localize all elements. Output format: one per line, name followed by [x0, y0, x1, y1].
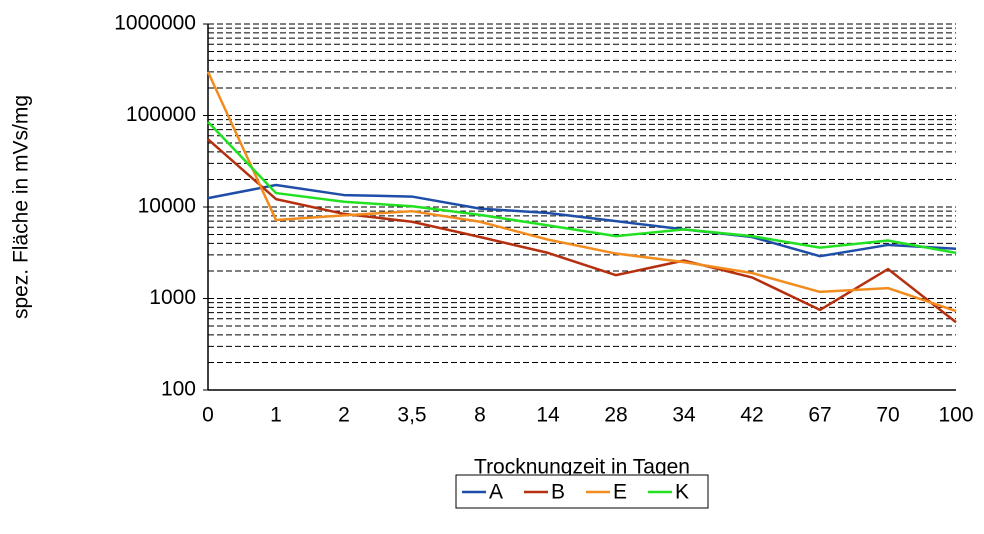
series-line [207, 138, 957, 324]
x-tick-label: 70 [876, 404, 899, 427]
series-line [207, 121, 957, 255]
x-tick-label: 2 [338, 404, 350, 427]
x-tick-label: 3,5 [397, 404, 426, 427]
series-line [207, 183, 957, 258]
legend-label: B [551, 481, 565, 504]
y-tick-label: 1000000 [114, 12, 196, 35]
legend-label: E [613, 481, 627, 504]
x-tick-label: 34 [672, 404, 696, 427]
x-tick-label: 42 [740, 404, 763, 427]
x-tick-label: 67 [808, 404, 831, 427]
y-tick-label: 10000 [138, 195, 196, 218]
y-tick-label: 1000 [149, 286, 196, 309]
x-tick-label: 1 [270, 404, 282, 427]
x-tick-label: 8 [474, 404, 486, 427]
y-axis-label: spez. Fläche in mVs/mg [10, 95, 33, 319]
y-tick-label: 100000 [126, 103, 196, 126]
legend-label: A [489, 481, 503, 504]
legend-label: K [675, 481, 689, 504]
y-tick-label: 100 [161, 378, 196, 401]
x-tick-label: 28 [604, 404, 627, 427]
x-axis-label: Trocknungzeit in Tagen [474, 456, 690, 479]
x-tick-label: 14 [536, 404, 560, 427]
x-tick-label: 100 [938, 404, 973, 427]
series-line [206, 71, 957, 313]
x-tick-label: 0 [202, 404, 214, 427]
